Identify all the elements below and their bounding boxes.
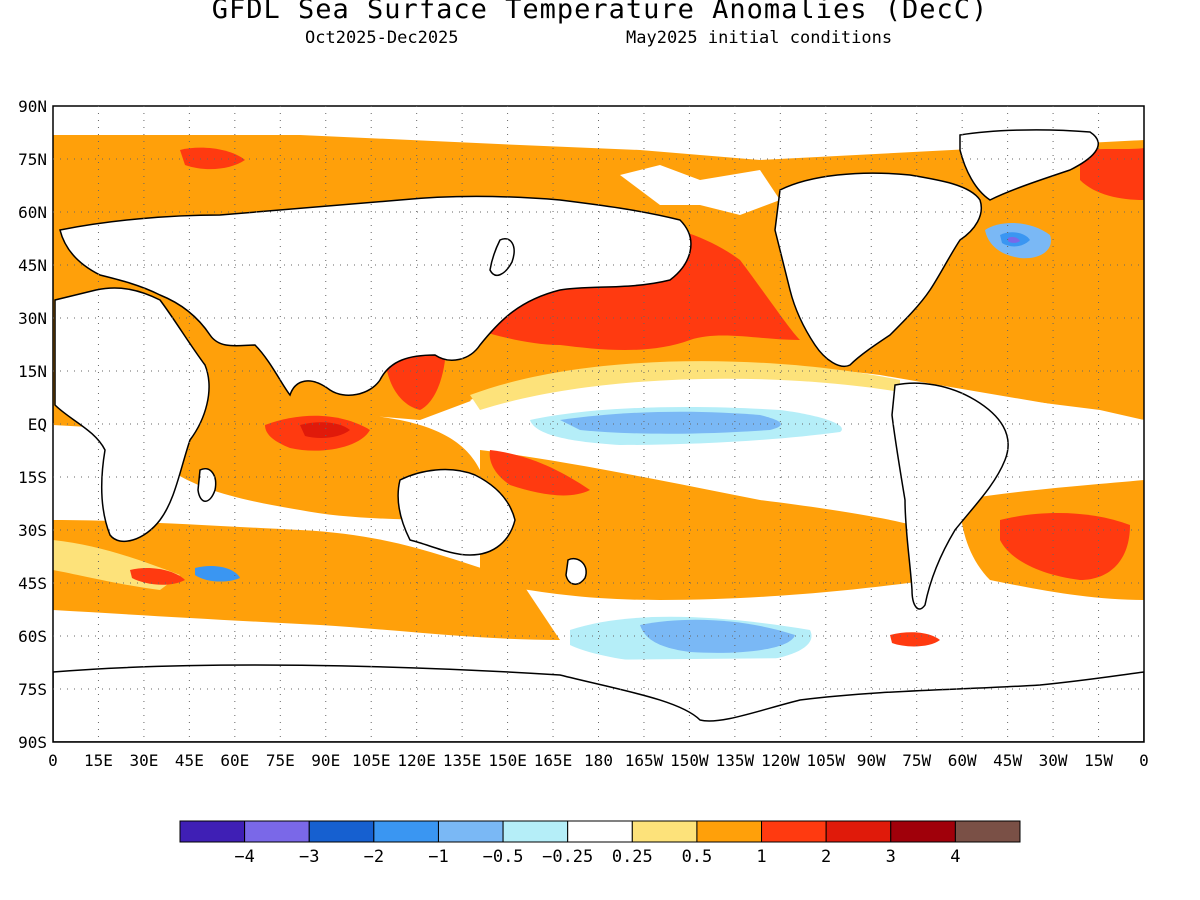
- lon-tick-label: 75E: [266, 751, 295, 770]
- latitude-axis: 90N 75N 60N 45N 30N 15N EQ 15S 30S 45S 60S 75S 90S: [18, 97, 47, 752]
- lon-tick-label: 105W: [807, 751, 846, 770]
- lon-tick-label: 105E: [352, 751, 391, 770]
- colorbar-label: −3: [299, 847, 319, 867]
- north-america-outline: [774, 172, 982, 367]
- lon-tick-label: 60W: [948, 751, 977, 770]
- lat-tick-label: 75N: [18, 150, 47, 169]
- lat-tick-label: 15S: [18, 468, 47, 487]
- colorbar-swatch: [890, 820, 956, 843]
- colorbar-swatch: [567, 820, 633, 843]
- colorbar-label: 4: [950, 847, 960, 867]
- lon-tick-label: 15E: [84, 751, 113, 770]
- lon-tick-label: 120W: [761, 751, 800, 770]
- australia-outline: [397, 468, 516, 556]
- colorbar-label: −2: [364, 847, 384, 867]
- initial-conditions: May2025 initial conditions: [626, 28, 893, 48]
- lon-tick-label: 45W: [993, 751, 1022, 770]
- lat-tick-label: 30N: [18, 309, 47, 328]
- longitude-axis: 0 15E 30E 45E 60E 75E 90E 105E 120E 135E 150E 165E 1…: [48, 751, 1149, 770]
- lon-tick-label: 135E: [443, 751, 482, 770]
- lat-tick-label: EQ: [28, 415, 47, 434]
- greenland-outline: [959, 129, 1099, 201]
- colorbar-swatch: [179, 820, 246, 843]
- madagascar-outline: [197, 468, 217, 502]
- lat-tick-label: 90N: [18, 97, 47, 116]
- colorbar-label: −0.25: [542, 847, 593, 867]
- south-america-outline: [891, 382, 1009, 610]
- lon-tick-label: 90W: [857, 751, 886, 770]
- colorbar-swatch: [631, 820, 698, 843]
- lon-tick-label: 30E: [129, 751, 158, 770]
- lon-tick-label: 60E: [220, 751, 249, 770]
- lat-tick-label: 60N: [18, 203, 47, 222]
- africa-outline: [54, 287, 210, 543]
- lon-tick-label: 45E: [175, 751, 204, 770]
- lat-tick-label: 75S: [18, 680, 47, 699]
- colorbar-label: −4: [234, 847, 254, 867]
- eurasia-outline: [59, 195, 692, 397]
- lon-tick-label: 165E: [534, 751, 573, 770]
- lon-tick-label: 150E: [488, 751, 527, 770]
- colorbar-label: −1: [428, 847, 448, 867]
- lon-tick-label: 165W: [625, 751, 664, 770]
- japan-outline: [489, 238, 515, 277]
- colorbar-label: 0.5: [682, 847, 713, 867]
- lon-tick-label: 180: [584, 751, 613, 770]
- colorbar-swatch: [373, 820, 439, 843]
- graticule: [53, 106, 1144, 742]
- forecast-period: Oct2025-Dec2025: [305, 28, 459, 48]
- colorbar-label: 2: [821, 847, 831, 867]
- colorbar-label: 1: [756, 847, 766, 867]
- lon-tick-label: 150W: [670, 751, 709, 770]
- lon-tick-label: 15W: [1084, 751, 1113, 770]
- colorbar-swatch: [308, 820, 375, 843]
- lon-tick-label: 0: [1139, 751, 1149, 770]
- colorbar-swatch: [502, 820, 569, 843]
- lon-tick-label: 0: [48, 751, 58, 770]
- lon-tick-label: 120E: [397, 751, 436, 770]
- lon-tick-label: 75W: [902, 751, 931, 770]
- lat-tick-label: 45N: [18, 256, 47, 275]
- new-zealand-outline: [565, 558, 587, 585]
- colorbar-label: −0.5: [483, 847, 524, 867]
- lat-tick-label: 45S: [18, 574, 47, 593]
- lon-tick-label: 30W: [1039, 751, 1068, 770]
- colorbar-label: 0.25: [612, 847, 653, 867]
- lat-tick-label: 60S: [18, 627, 47, 646]
- lat-tick-label: 30S: [18, 521, 47, 540]
- colorbar-swatch: [696, 820, 763, 843]
- colorbar: −4 −3 −2 −1 −0.5 −0.25 0.25 0.5 1 2 3 4: [179, 820, 1021, 867]
- colorbar-swatch: [244, 820, 310, 843]
- lon-tick-label: 90E: [311, 751, 340, 770]
- colorbar-swatch: [761, 820, 827, 843]
- lat-tick-label: 15N: [18, 362, 47, 381]
- colorbar-swatch: [954, 820, 1021, 843]
- lon-tick-label: 135W: [716, 751, 755, 770]
- colorbar-swatch: [825, 820, 892, 843]
- lat-tick-label: 90S: [18, 733, 47, 752]
- colorbar-swatch: [437, 820, 504, 843]
- colorbar-label: 3: [886, 847, 896, 867]
- chart-title: GFDL Sea Surface Temperature Anomalies (…: [211, 0, 989, 25]
